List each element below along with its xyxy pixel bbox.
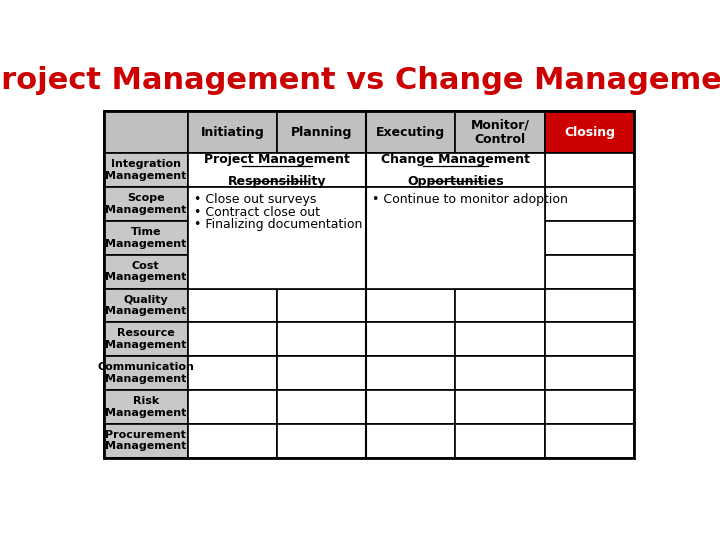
Bar xyxy=(188,111,277,153)
Bar xyxy=(277,356,366,390)
Bar xyxy=(456,322,545,356)
Bar xyxy=(104,255,188,288)
Bar xyxy=(456,255,545,288)
Bar xyxy=(104,153,188,187)
Text: Time
Management: Time Management xyxy=(105,227,186,248)
Text: Responsibility: Responsibility xyxy=(228,175,326,188)
Bar xyxy=(277,424,366,457)
Bar xyxy=(545,288,634,322)
Bar xyxy=(188,288,277,322)
Text: Procurement
Management: Procurement Management xyxy=(105,430,186,451)
Bar xyxy=(277,322,366,356)
Bar xyxy=(545,356,634,390)
Bar xyxy=(277,153,366,187)
Bar xyxy=(188,390,277,424)
Bar xyxy=(456,356,545,390)
Bar xyxy=(366,322,456,356)
Bar xyxy=(456,288,545,322)
Bar xyxy=(104,424,188,457)
Text: Change Management: Change Management xyxy=(381,153,530,166)
Text: Integration
Management: Integration Management xyxy=(105,159,186,181)
Bar xyxy=(366,187,456,221)
Bar xyxy=(456,221,545,255)
Text: Monitor/
Control: Monitor/ Control xyxy=(471,118,530,146)
Bar xyxy=(188,187,277,221)
Bar xyxy=(277,255,366,288)
Bar xyxy=(188,322,277,356)
Bar xyxy=(188,153,366,187)
Bar xyxy=(366,187,545,288)
Text: Risk
Management: Risk Management xyxy=(105,396,186,417)
Bar xyxy=(545,390,634,424)
Text: Opportunities: Opportunities xyxy=(408,175,504,188)
Bar xyxy=(104,390,188,424)
Bar xyxy=(366,424,456,457)
Bar xyxy=(366,390,456,424)
Bar xyxy=(366,153,545,187)
Bar xyxy=(188,356,277,390)
Bar xyxy=(188,255,277,288)
Bar xyxy=(104,356,188,390)
Bar xyxy=(277,221,366,255)
Bar xyxy=(104,221,188,255)
Text: Communication
Management: Communication Management xyxy=(97,362,194,384)
Bar xyxy=(104,187,188,221)
Bar xyxy=(188,221,277,255)
Text: Planning: Planning xyxy=(291,126,352,139)
Text: Project Management: Project Management xyxy=(204,153,350,166)
Bar xyxy=(456,424,545,457)
Text: Scope
Management: Scope Management xyxy=(105,193,186,215)
Bar xyxy=(545,111,634,153)
Bar xyxy=(456,153,545,187)
Text: • Continue to monitor adoption: • Continue to monitor adoption xyxy=(372,193,568,206)
Bar xyxy=(545,255,634,288)
Text: Project Management vs Change Management: Project Management vs Change Management xyxy=(0,66,720,94)
Bar xyxy=(456,111,545,153)
Text: • Finalizing documentation: • Finalizing documentation xyxy=(194,218,362,231)
Bar xyxy=(104,111,634,457)
Bar xyxy=(456,187,545,221)
Bar xyxy=(188,153,277,187)
Bar xyxy=(545,221,634,255)
Bar xyxy=(366,288,456,322)
Bar xyxy=(545,424,634,457)
Text: Resource
Management: Resource Management xyxy=(105,328,186,350)
Bar xyxy=(188,187,366,288)
Bar xyxy=(277,288,366,322)
Text: • Contract close out: • Contract close out xyxy=(194,206,320,219)
Bar xyxy=(545,322,634,356)
Bar xyxy=(366,221,456,255)
Bar xyxy=(366,111,456,153)
Bar xyxy=(545,153,634,187)
Bar xyxy=(545,187,634,221)
Bar xyxy=(188,424,277,457)
Text: Closing: Closing xyxy=(564,126,615,139)
Bar xyxy=(104,111,188,153)
Bar xyxy=(277,187,366,221)
Text: Initiating: Initiating xyxy=(200,126,264,139)
Text: Cost
Management: Cost Management xyxy=(105,261,186,282)
Text: • Close out surveys: • Close out surveys xyxy=(194,193,316,206)
Bar xyxy=(366,356,456,390)
Bar xyxy=(104,288,188,322)
Bar xyxy=(366,255,456,288)
Bar xyxy=(366,153,456,187)
Text: Quality
Management: Quality Management xyxy=(105,295,186,316)
Bar xyxy=(277,390,366,424)
Bar xyxy=(277,111,366,153)
Bar xyxy=(456,390,545,424)
Bar xyxy=(104,322,188,356)
Text: Executing: Executing xyxy=(377,126,446,139)
